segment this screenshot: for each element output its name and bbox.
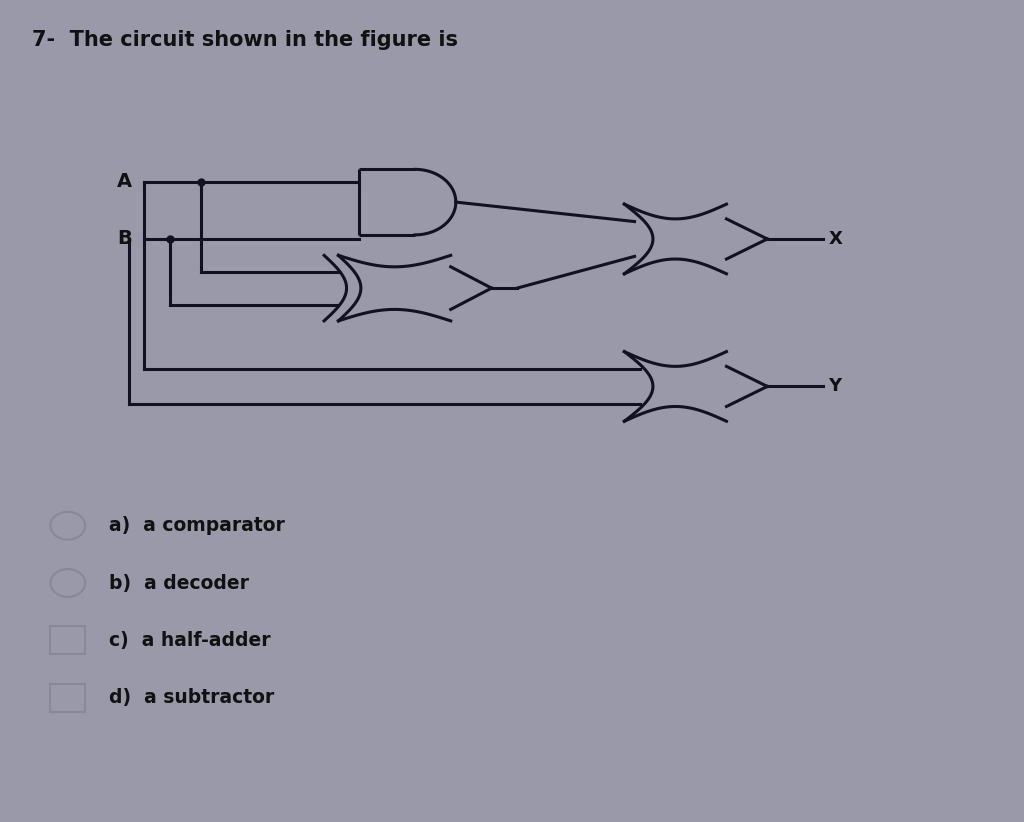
Text: d)  a subtractor: d) a subtractor — [109, 688, 273, 707]
Bar — [50, 684, 85, 712]
Text: A: A — [117, 172, 132, 192]
Bar — [50, 626, 85, 654]
Text: a)  a comparator: a) a comparator — [109, 516, 285, 535]
Text: b)  a decoder: b) a decoder — [109, 574, 249, 593]
Text: X: X — [828, 230, 843, 248]
Text: 7-  The circuit shown in the figure is: 7- The circuit shown in the figure is — [32, 30, 458, 50]
Text: B: B — [118, 229, 132, 248]
Text: Y: Y — [828, 377, 842, 395]
Text: c)  a half-adder: c) a half-adder — [109, 630, 270, 650]
